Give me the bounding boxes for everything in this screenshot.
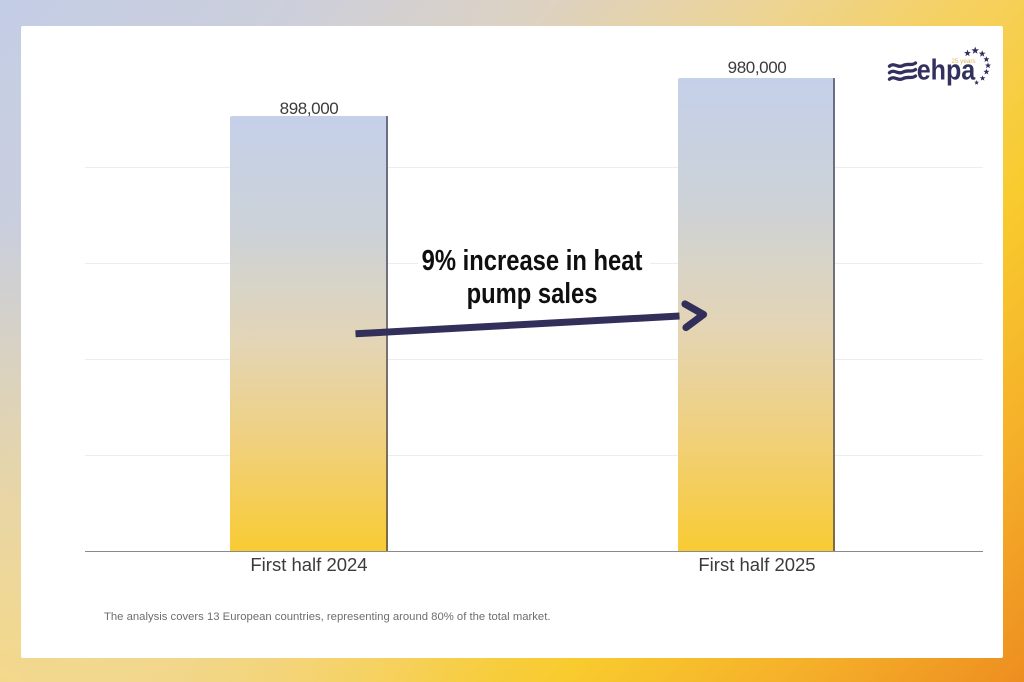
- svg-text:ehpa: ehpa: [917, 54, 977, 86]
- svg-text:25 years: 25 years: [951, 58, 975, 65]
